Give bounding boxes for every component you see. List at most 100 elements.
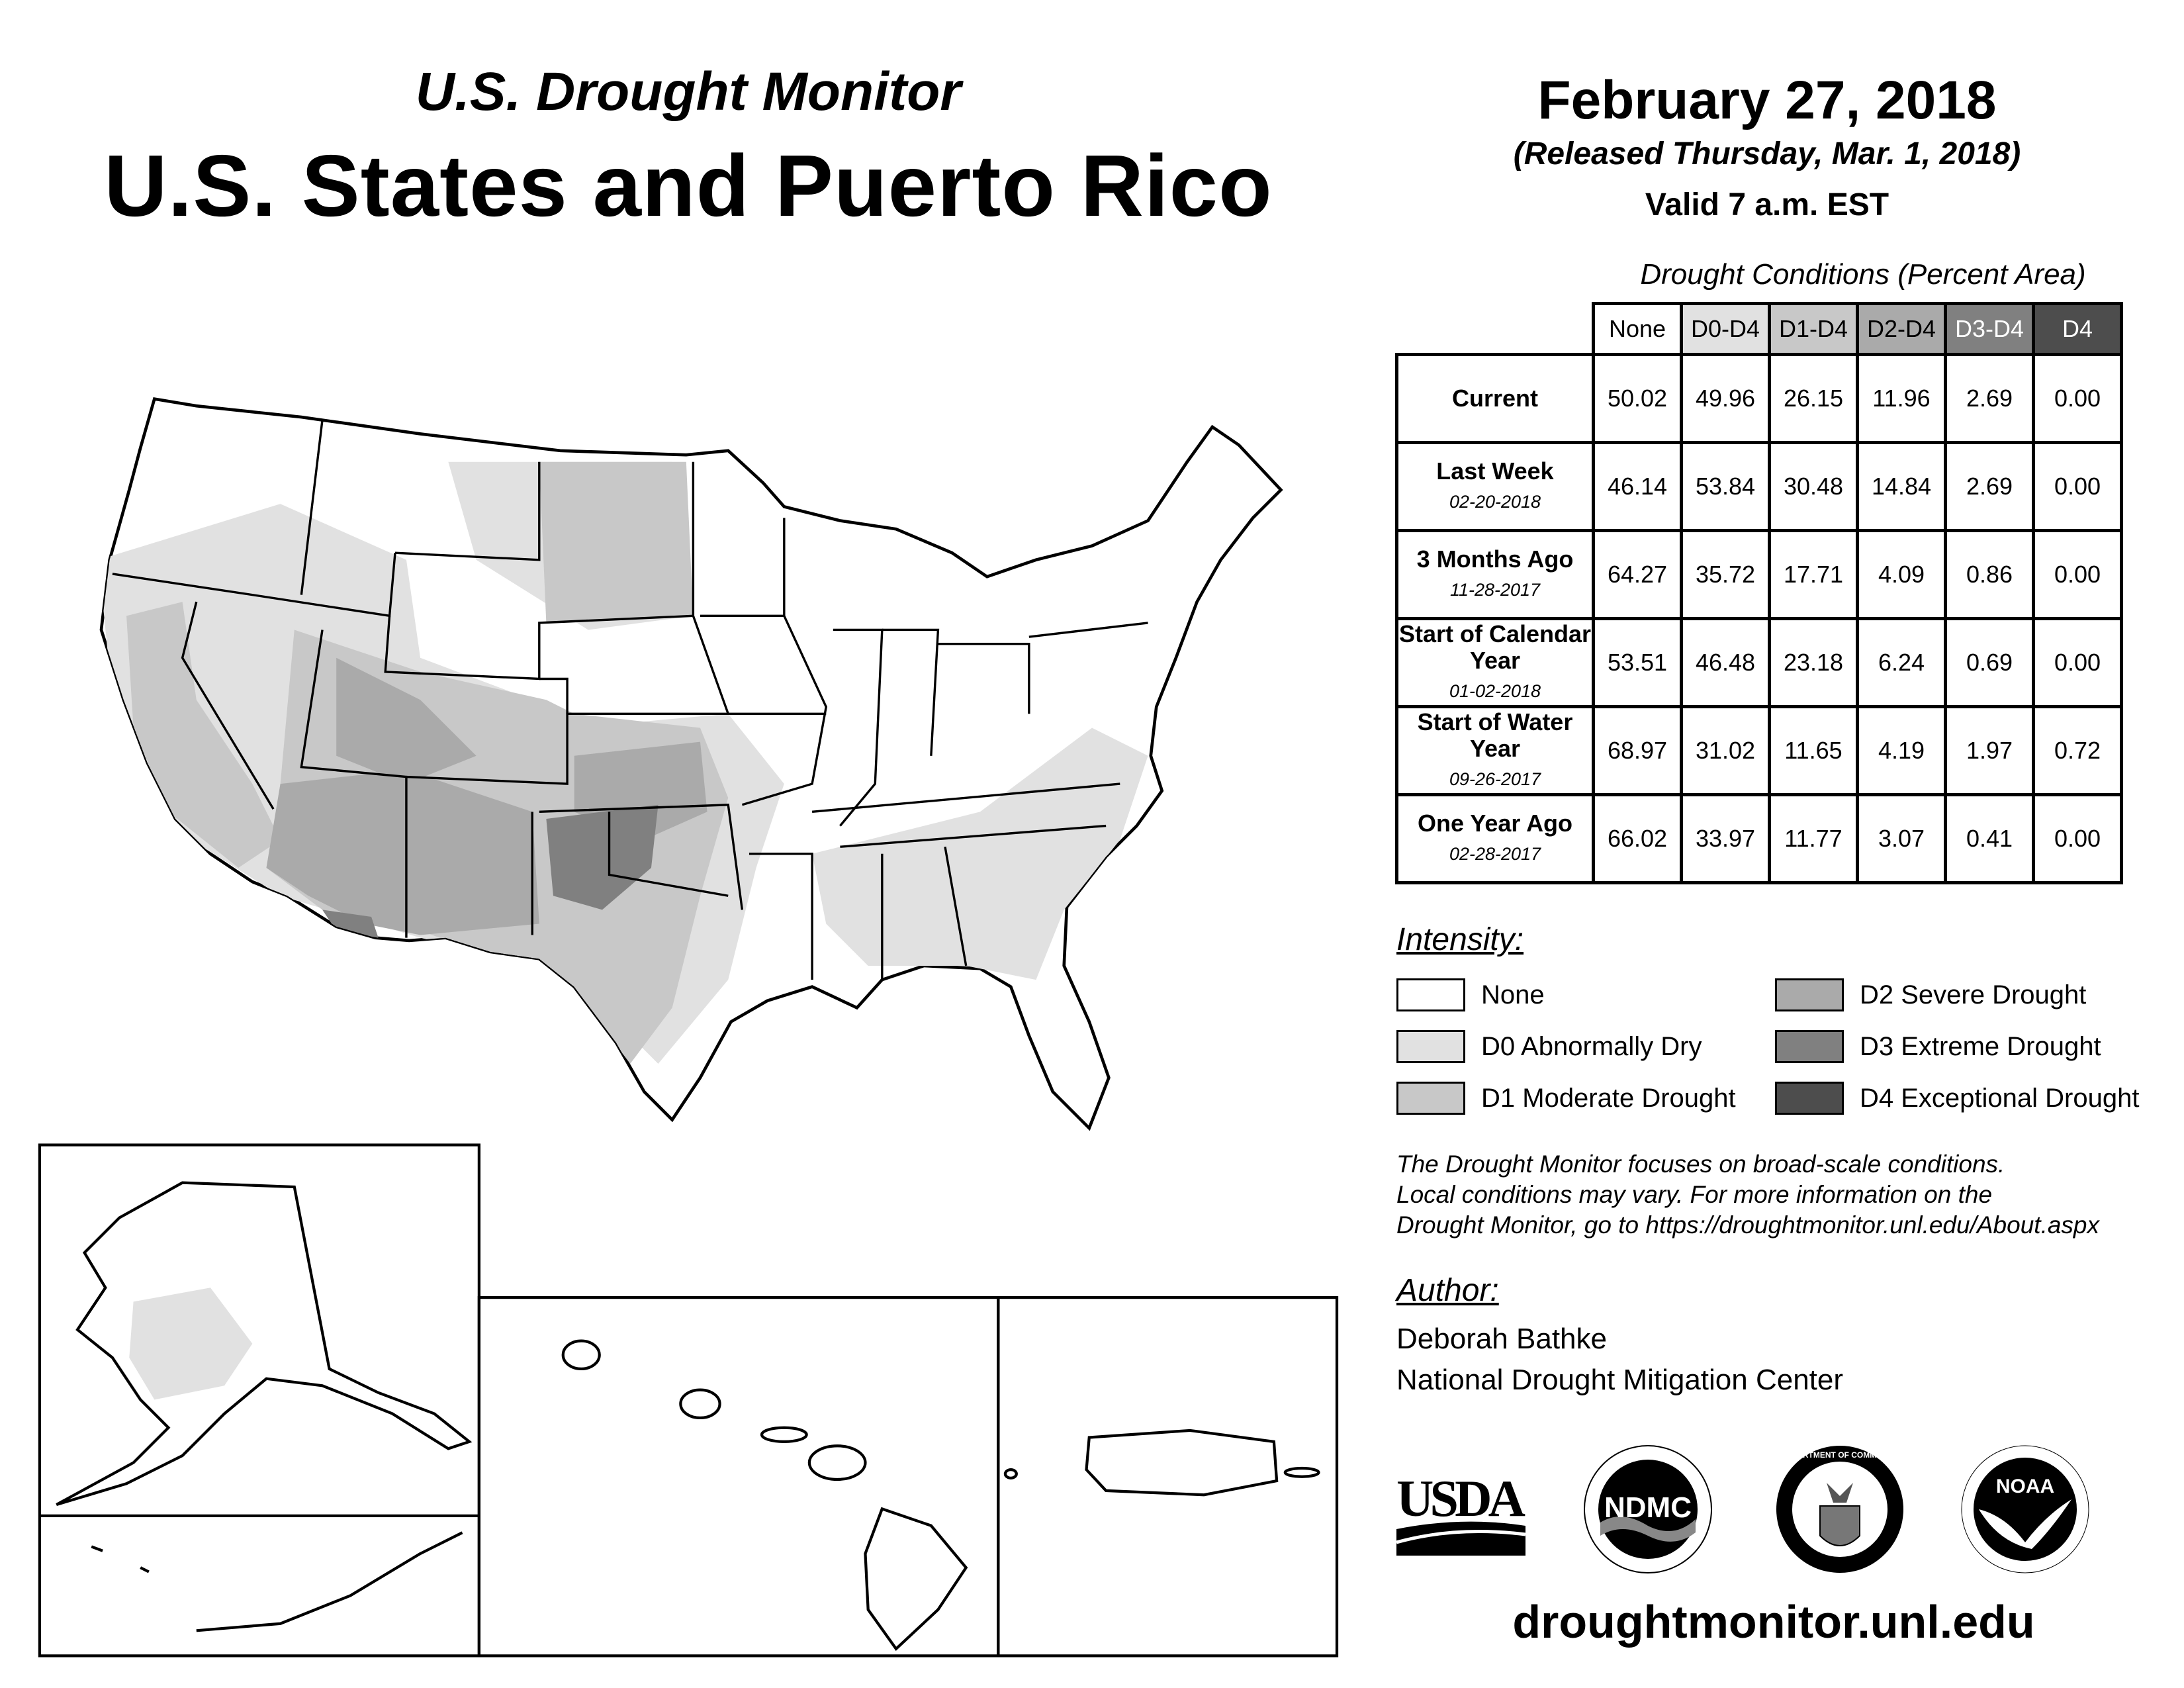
release-date: (Released Thursday, Mar. 1, 2018) bbox=[1513, 136, 2021, 171]
table-cell: 2.69 bbox=[1944, 441, 2035, 532]
table-cell: 0.00 bbox=[2032, 793, 2123, 884]
column-header: None bbox=[1592, 302, 1683, 356]
note-line: Local conditions may vary. For more info… bbox=[1396, 1181, 1993, 1208]
table-cell: 17.71 bbox=[1768, 529, 1859, 620]
hawaii-inset bbox=[477, 1295, 1000, 1658]
mona-island bbox=[1003, 1468, 1018, 1479]
puerto-rico-land bbox=[1085, 1429, 1279, 1497]
legend-item: D2 Severe Drought bbox=[1775, 978, 2086, 1011]
svg-text:NDMC: NDMC bbox=[1604, 1491, 1692, 1524]
table-cell: 64.27 bbox=[1592, 529, 1683, 620]
row-date: 02-28-2017 bbox=[1449, 844, 1541, 864]
legend-label: D4 Exceptional Drought bbox=[1860, 1083, 2140, 1113]
table-cell: 1.97 bbox=[1944, 705, 2035, 796]
legend-item: D4 Exceptional Drought bbox=[1775, 1082, 2139, 1115]
table-row: Current 50.02 49.96 26.15 11.96 2.69 0.00 bbox=[1395, 353, 2123, 444]
column-header: D4 bbox=[2032, 302, 2123, 356]
valid-time: Valid 7 a.m. EST bbox=[1645, 187, 1889, 222]
oahu-island bbox=[679, 1388, 721, 1420]
row-label-text: Start of Water Year bbox=[1417, 708, 1573, 762]
alaska-land bbox=[56, 1181, 473, 1507]
table-cell: 11.65 bbox=[1768, 705, 1859, 796]
row-date: 02-20-2018 bbox=[1449, 492, 1541, 512]
row-date: 01-02-2018 bbox=[1449, 681, 1541, 701]
row-label-text: Start of Calendar Year bbox=[1398, 620, 1592, 674]
drought-stats-table: None D0-D4 D1-D4 D2-D4 D3-D4 D4 Current 50.02 49… bbox=[1395, 302, 2123, 884]
row-label: Current bbox=[1395, 353, 1595, 444]
table-cell: 33.97 bbox=[1680, 793, 1771, 884]
table-cell: 53.84 bbox=[1680, 441, 1771, 532]
table-cell: 0.86 bbox=[1944, 529, 2035, 620]
noaa-logo: NOAA bbox=[1961, 1445, 2089, 1573]
table-cell: 35.72 bbox=[1680, 529, 1771, 620]
big-island bbox=[864, 1507, 968, 1651]
legend-swatch bbox=[1396, 1082, 1465, 1115]
legend-item: D3 Extreme Drought bbox=[1775, 1030, 2101, 1063]
legend-title: Intensity: bbox=[1396, 922, 1524, 957]
table-cell: 4.09 bbox=[1856, 529, 1947, 620]
table-row: 3 Months Ago 11-28-2017 64.27 35.72 17.71 4.0… bbox=[1395, 529, 2123, 620]
table-row: Start of Calendar Year 01-02-2018 53.51 46.… bbox=[1395, 617, 2123, 708]
column-header: D2-D4 bbox=[1856, 302, 1947, 356]
table-cell: 31.02 bbox=[1680, 705, 1771, 796]
note-line: Drought Monitor, go to https://droughtmo… bbox=[1396, 1211, 2099, 1239]
commerce-logo: DEPARTMENT OF COMMERCE bbox=[1776, 1446, 1903, 1573]
legend-swatch bbox=[1396, 1030, 1465, 1063]
row-label: Start of Calendar Year 01-02-2018 bbox=[1395, 617, 1595, 708]
maui-island bbox=[807, 1444, 867, 1481]
puerto-rico-frame bbox=[997, 1295, 1339, 1658]
legend-label: D3 Extreme Drought bbox=[1860, 1031, 2101, 1061]
table-cell: 26.15 bbox=[1768, 353, 1859, 444]
table-cell: 23.18 bbox=[1768, 617, 1859, 708]
table-cell: 2.69 bbox=[1944, 353, 2035, 444]
legend-label: None bbox=[1481, 980, 1545, 1009]
legend-swatch bbox=[1775, 1082, 1844, 1115]
table-cell: 4.19 bbox=[1856, 705, 1947, 796]
table-cell: 50.02 bbox=[1592, 353, 1683, 444]
table-cell: 11.77 bbox=[1768, 793, 1859, 884]
row-label-text: One Year Ago bbox=[1417, 810, 1573, 837]
kauai-island bbox=[561, 1339, 601, 1371]
d0-area-southeast bbox=[812, 727, 1148, 980]
table-cell: 49.96 bbox=[1680, 353, 1771, 444]
row-label: Start of Water Year 09-26-2017 bbox=[1395, 705, 1595, 796]
svg-text:NOAA: NOAA bbox=[1996, 1476, 2054, 1497]
author-org: National Drought Mitigation Center bbox=[1396, 1364, 1844, 1396]
table-cell: 3.07 bbox=[1856, 793, 1947, 884]
d3-area-oklahoma bbox=[546, 804, 659, 910]
molokai-island bbox=[760, 1426, 808, 1443]
state-borders bbox=[112, 420, 1148, 980]
row-date: 11-28-2017 bbox=[1449, 580, 1541, 600]
table-cell: 11.96 bbox=[1856, 353, 1947, 444]
legend-item: None bbox=[1396, 978, 1545, 1011]
row-label: 3 Months Ago 11-28-2017 bbox=[1395, 529, 1595, 620]
alaska-d0-area bbox=[129, 1288, 253, 1400]
table-cell: 0.00 bbox=[2032, 441, 2123, 532]
d2-area-fourcorners bbox=[336, 657, 477, 784]
legend-label: D0 Abnormally Dry bbox=[1481, 1031, 1702, 1061]
puerto-rico-inset bbox=[997, 1295, 1339, 1658]
column-header: D0-D4 bbox=[1680, 302, 1771, 356]
note-line: The Drought Monitor focuses on broad-sca… bbox=[1396, 1150, 2005, 1178]
website-link[interactable]: droughtmonitor.unl.edu bbox=[1512, 1596, 2035, 1648]
vieques-island bbox=[1283, 1466, 1320, 1478]
row-label: Last Week 02-20-2018 bbox=[1395, 441, 1595, 532]
row-date: 09-26-2017 bbox=[1449, 769, 1541, 789]
author-title: Author: bbox=[1396, 1273, 1499, 1308]
legend-item: D1 Moderate Drought bbox=[1396, 1082, 1736, 1115]
table-cell: 0.00 bbox=[2032, 529, 2123, 620]
svg-text:USDA: USDA bbox=[1396, 1470, 1525, 1527]
table-cell: 0.72 bbox=[2032, 705, 2123, 796]
table-cell: 46.48 bbox=[1680, 617, 1771, 708]
table-cell: 46.14 bbox=[1592, 441, 1683, 532]
ndmc-logo: NDMC bbox=[1584, 1445, 1712, 1573]
legend-label: D1 Moderate Drought bbox=[1481, 1083, 1736, 1113]
header-blank bbox=[1396, 303, 1594, 356]
column-header: D3-D4 bbox=[1944, 302, 2035, 356]
table-cell: 6.24 bbox=[1856, 617, 1947, 708]
svg-text:DEPARTMENT OF COMMERCE: DEPARTMENT OF COMMERCE bbox=[1781, 1450, 1898, 1460]
table-row: Start of Water Year 09-26-2017 68.97 31.02 1… bbox=[1395, 705, 2123, 796]
row-label-text: 3 Months Ago bbox=[1416, 545, 1574, 573]
legend-item: D0 Abnormally Dry bbox=[1396, 1030, 1702, 1063]
